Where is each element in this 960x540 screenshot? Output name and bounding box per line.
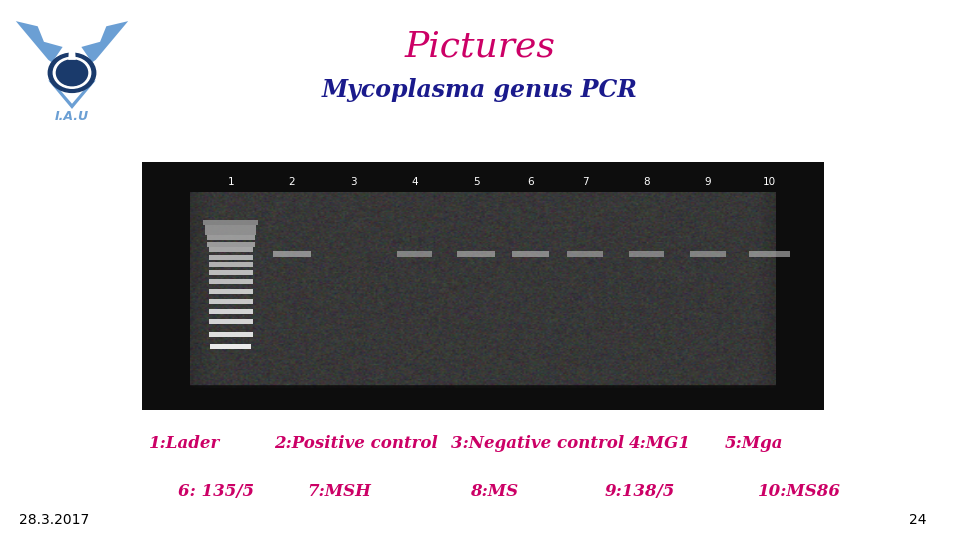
Polygon shape xyxy=(48,80,96,109)
Bar xyxy=(749,251,789,256)
Bar xyxy=(208,319,252,324)
Text: 2: 2 xyxy=(289,177,296,187)
Bar xyxy=(208,280,252,285)
Bar xyxy=(512,251,549,256)
Text: 10:MS86: 10:MS86 xyxy=(758,483,841,500)
Text: 10: 10 xyxy=(762,177,776,187)
Text: 1:Lader: 1:Lader xyxy=(149,435,220,451)
Bar xyxy=(206,235,254,240)
Text: 8: 8 xyxy=(643,177,650,187)
Text: 7:MSH: 7:MSH xyxy=(307,483,372,500)
Text: 9:138/5: 9:138/5 xyxy=(605,483,675,500)
Bar xyxy=(142,388,824,410)
Bar xyxy=(567,251,603,256)
Circle shape xyxy=(57,60,87,86)
Text: 3:Negative control: 3:Negative control xyxy=(451,435,624,451)
Bar xyxy=(208,255,252,260)
Bar xyxy=(629,251,664,256)
Polygon shape xyxy=(15,21,62,63)
Text: 8:MS: 8:MS xyxy=(470,483,518,500)
Text: 24: 24 xyxy=(909,512,926,526)
Circle shape xyxy=(48,53,96,92)
Text: 7: 7 xyxy=(582,177,588,187)
Bar xyxy=(274,251,311,256)
Bar xyxy=(208,299,252,305)
Polygon shape xyxy=(82,21,129,63)
Bar xyxy=(204,220,258,225)
Bar xyxy=(208,309,252,314)
Bar xyxy=(208,269,252,274)
Bar xyxy=(206,242,254,247)
Bar xyxy=(142,162,824,192)
Text: Mycoplasma genus PCR: Mycoplasma genus PCR xyxy=(322,78,638,102)
Text: 5: 5 xyxy=(472,177,479,187)
Text: 1: 1 xyxy=(228,177,234,187)
Text: 4:MG1: 4:MG1 xyxy=(629,435,691,451)
Text: 6: 6 xyxy=(527,177,534,187)
Text: 28.3.2017: 28.3.2017 xyxy=(19,512,89,526)
Text: I.A.U: I.A.U xyxy=(55,110,89,123)
Text: 5:Mga: 5:Mga xyxy=(725,435,783,451)
Bar xyxy=(208,289,252,294)
Bar xyxy=(690,251,726,256)
Text: 6: 135/5: 6: 135/5 xyxy=(178,483,253,500)
Bar xyxy=(208,247,252,252)
Bar xyxy=(457,251,494,256)
Bar xyxy=(210,344,252,349)
Bar xyxy=(397,251,432,256)
Bar xyxy=(205,225,256,230)
Text: Pictures: Pictures xyxy=(404,30,556,64)
Bar xyxy=(142,162,190,410)
Bar xyxy=(776,162,824,410)
Polygon shape xyxy=(68,39,76,60)
Circle shape xyxy=(54,57,90,88)
Text: 4: 4 xyxy=(412,177,418,187)
Text: 2:Positive control: 2:Positive control xyxy=(274,435,438,451)
Text: 3: 3 xyxy=(350,177,357,187)
Bar xyxy=(208,262,252,267)
Bar xyxy=(205,230,256,235)
Bar xyxy=(208,332,252,336)
Text: 9: 9 xyxy=(705,177,711,187)
